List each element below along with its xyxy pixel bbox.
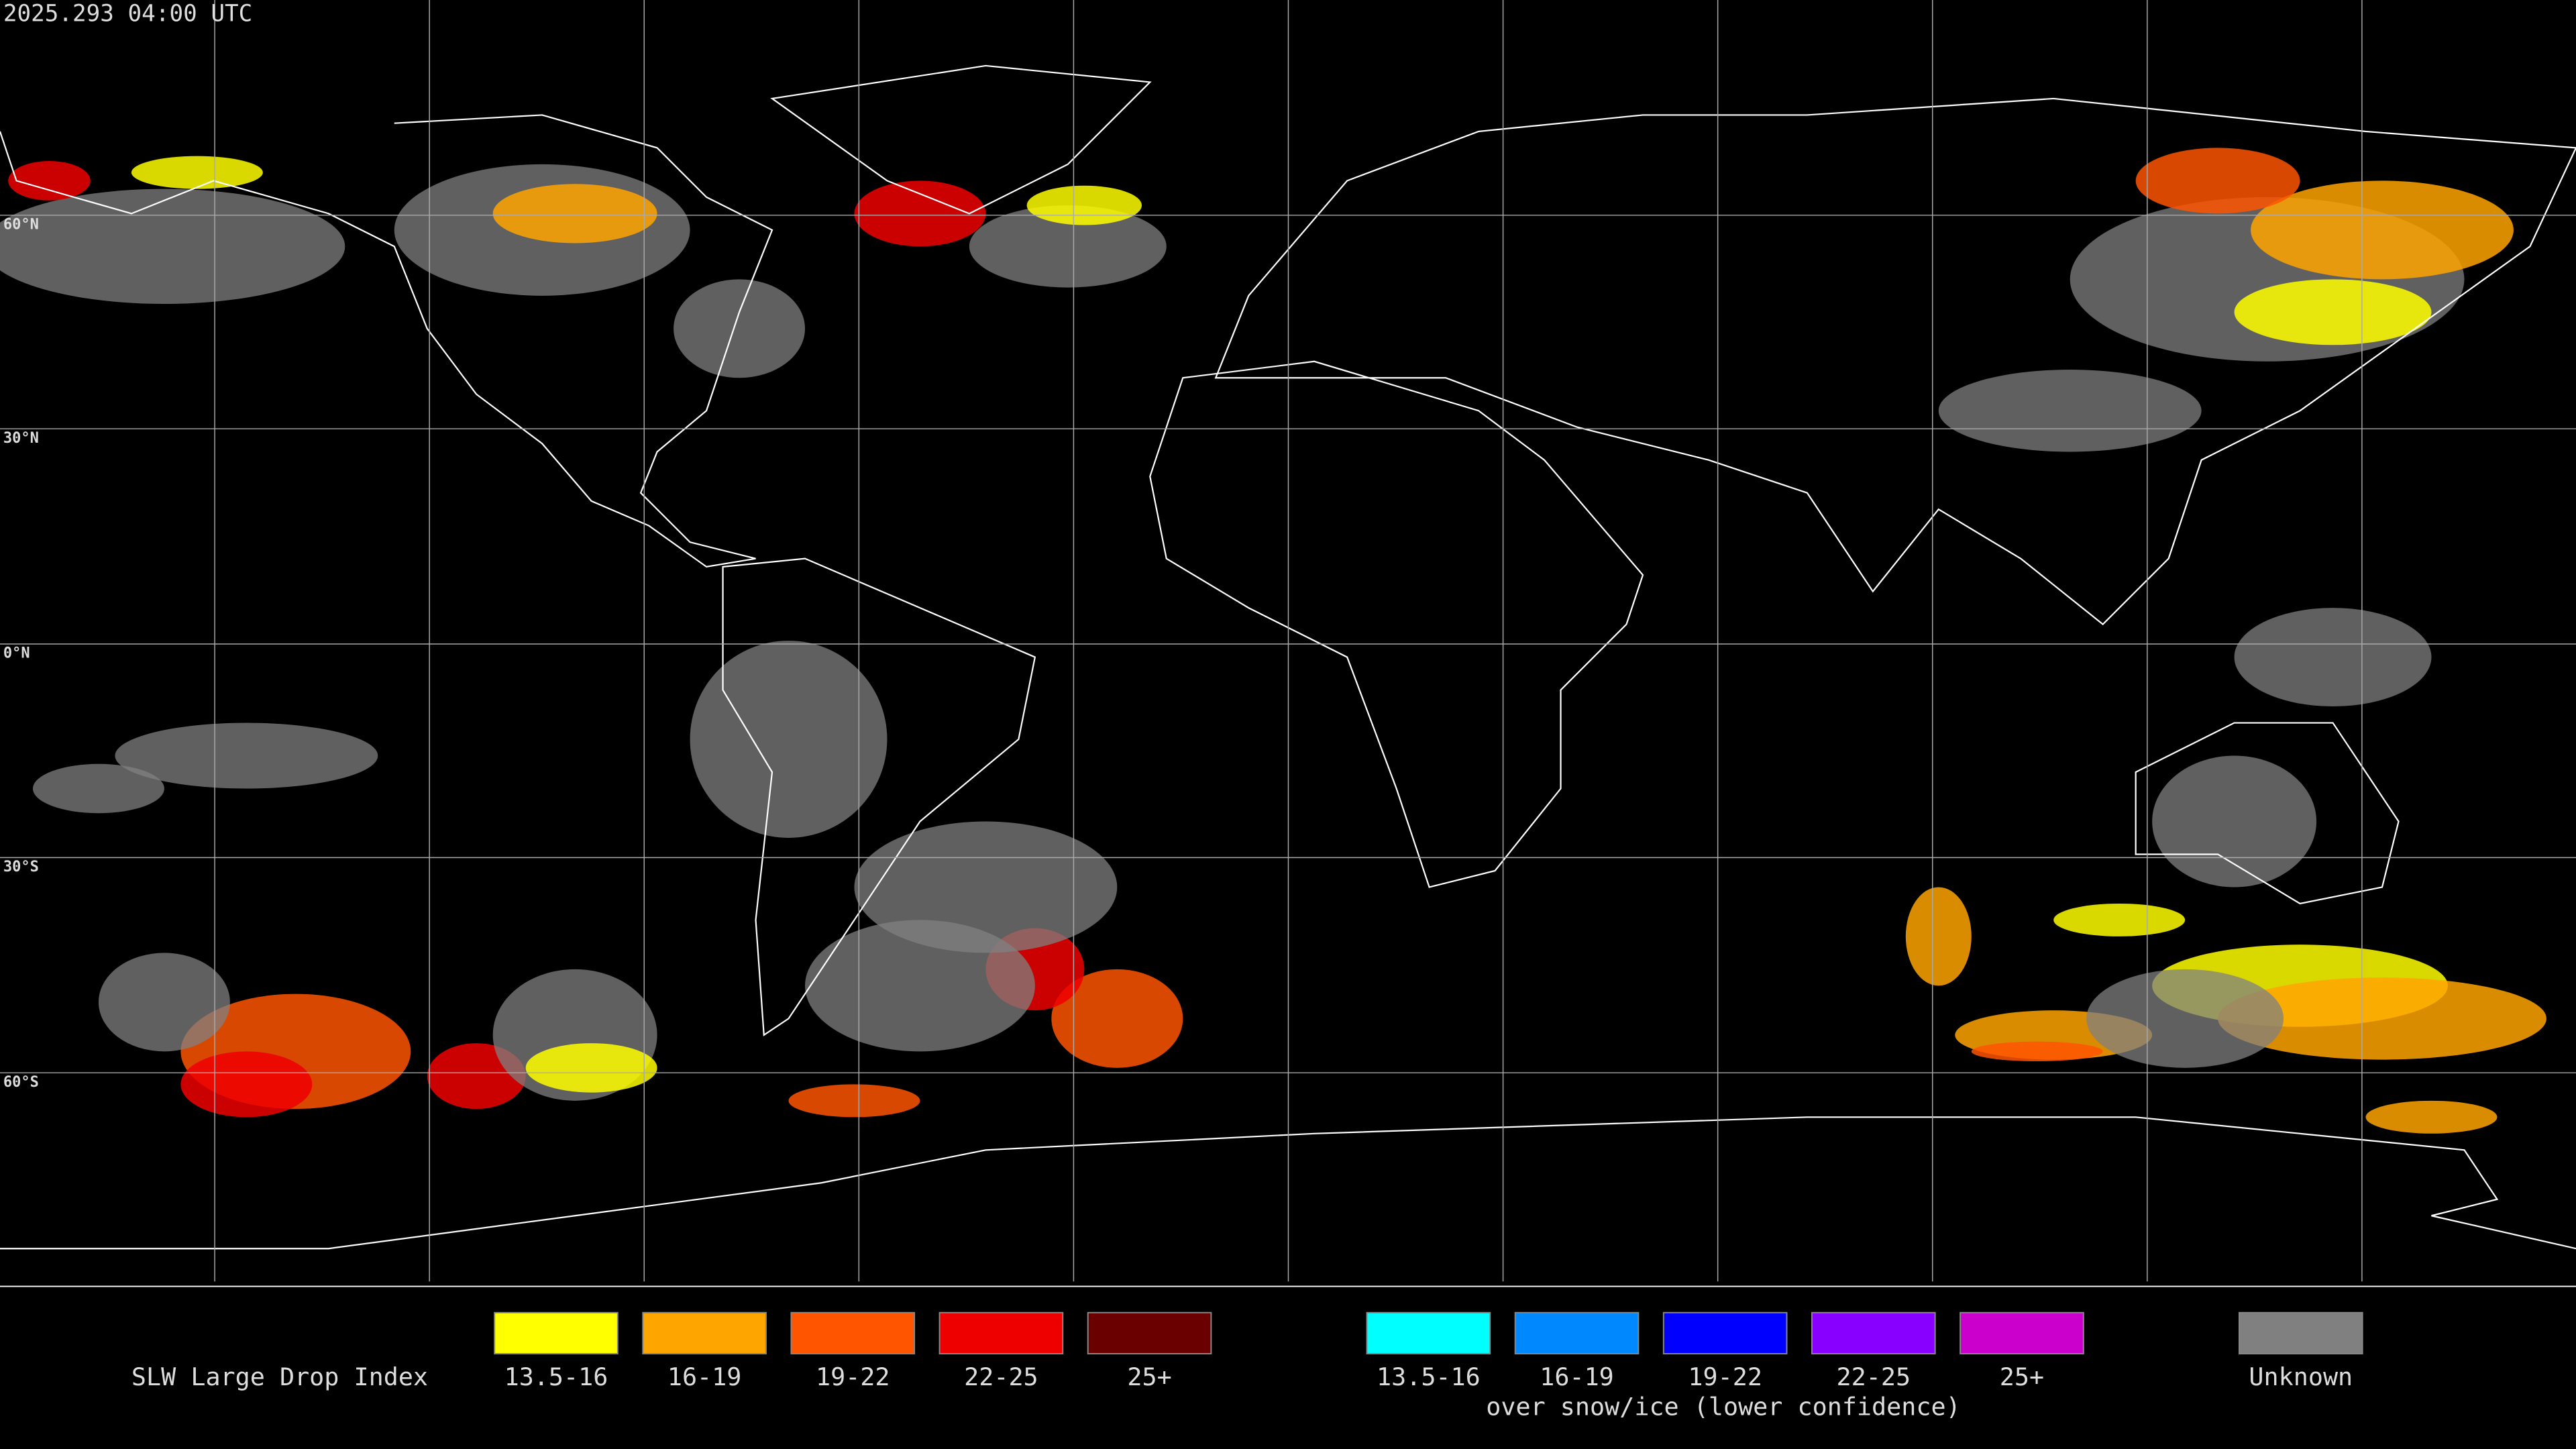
antarctica — [0, 1116, 2576, 1250]
cloud-region — [1026, 185, 1142, 225]
cloud-region — [690, 641, 888, 838]
cloud-region — [32, 763, 164, 814]
legend-label: 25+ — [1127, 1362, 1171, 1391]
cloud-region — [788, 1084, 920, 1118]
legend-label: 13.5-16 — [504, 1362, 608, 1391]
africa — [1149, 360, 1644, 888]
cloud-region — [1938, 370, 2202, 452]
cloud-region — [2234, 279, 2432, 345]
cloud-region — [525, 1043, 657, 1093]
legend-label: 19-22 — [816, 1362, 890, 1391]
cloud-region — [1051, 969, 1183, 1068]
cloud-region — [1971, 1041, 2103, 1062]
cloud-region — [115, 722, 378, 789]
cloud-region — [180, 1051, 313, 1118]
lat-label: 30°N — [3, 430, 39, 447]
cloud-region — [854, 821, 1118, 953]
graticule: 60°N 30°N 0°N 30°S 60°S — [0, 0, 2576, 1282]
legend-swatch — [1366, 1311, 1491, 1354]
legend-label: 19-22 — [1688, 1362, 1762, 1391]
cloud-region — [2365, 1100, 2498, 1134]
legend-label: 13.5-16 — [1377, 1362, 1481, 1391]
legend-swatch — [1514, 1311, 1640, 1354]
south-america — [722, 557, 1036, 1036]
legend-title: SLW Large Drop Index — [131, 1362, 428, 1391]
legend-swatch — [642, 1311, 767, 1354]
legend-label: 25+ — [2000, 1362, 2044, 1391]
legend-swatch — [2238, 1311, 2363, 1354]
cloud-region — [674, 279, 805, 378]
legend-note: over snow/ice (lower confidence) — [1486, 1392, 1960, 1421]
cloud-region — [854, 180, 986, 247]
legend-swatch — [494, 1311, 619, 1354]
data-overlay — [0, 148, 2546, 1134]
cloud-region — [969, 205, 1167, 288]
legend-label: 22-25 — [964, 1362, 1038, 1391]
cloud-region — [0, 189, 345, 305]
timestamp: 2025.293 04:00 UTC — [3, 1, 252, 28]
coastlines — [0, 64, 2576, 1250]
eurasia — [1214, 97, 2576, 626]
lat-label: 60°S — [3, 1074, 39, 1091]
cloud-region — [2152, 755, 2317, 888]
cloud-region — [805, 920, 1035, 1052]
legend: SLW Large Drop Index 13.5-16 16-19 19-22 22-… — [131, 1311, 2363, 1421]
legend-swatch — [1960, 1311, 2084, 1354]
legend-swatch — [1087, 1311, 1212, 1354]
legend-label: 16-19 — [667, 1362, 742, 1391]
legend-label: 22-25 — [1837, 1362, 1911, 1391]
cloud-region — [2135, 148, 2300, 214]
australia — [2135, 722, 2400, 905]
legend-label: Unknown — [2249, 1362, 2353, 1391]
cloud-region — [2053, 903, 2186, 936]
lat-label: 0°N — [3, 645, 30, 662]
legend-swatch — [1811, 1311, 1936, 1354]
greenland — [770, 64, 1152, 215]
cloud-region — [98, 953, 230, 1052]
lat-label: 60°N — [3, 217, 39, 233]
legend-label: 16-19 — [1540, 1362, 1614, 1391]
cloud-region — [2086, 969, 2284, 1068]
cloud-region — [2234, 608, 2432, 707]
legend-swatch — [1662, 1311, 1788, 1354]
cloud-region — [8, 161, 91, 201]
cloud-region — [1905, 887, 1972, 986]
cloud-region — [131, 156, 263, 189]
lat-label: 30°S — [3, 859, 39, 875]
cloud-region — [492, 184, 657, 244]
legend-swatch — [938, 1311, 1064, 1354]
legend-swatch — [790, 1311, 916, 1354]
north-america — [0, 114, 773, 568]
cloud-region — [2251, 180, 2514, 280]
cloud-region — [2218, 977, 2546, 1060]
